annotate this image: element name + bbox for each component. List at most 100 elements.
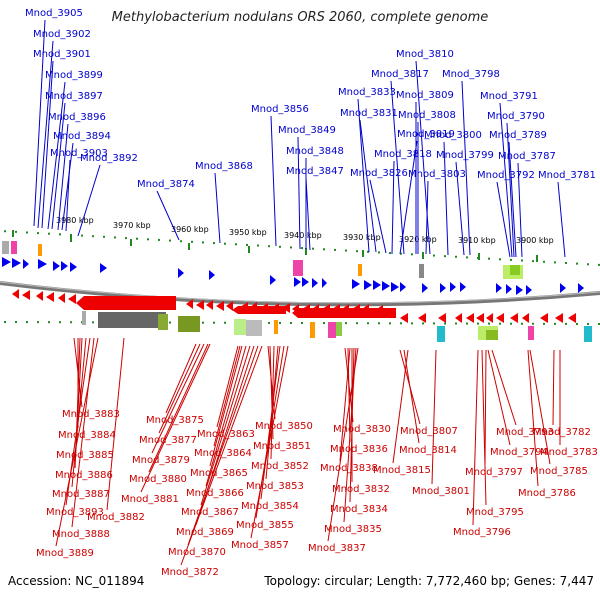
feature-box xyxy=(98,312,166,328)
tick-dot-lower xyxy=(224,321,226,324)
reverse-leader-line xyxy=(213,345,241,447)
forward-gene-arrow xyxy=(70,262,77,272)
tick-dot-upper xyxy=(180,240,182,243)
forward-leader-line xyxy=(297,136,301,250)
reverse-gene-label: Mnod_3889 xyxy=(36,548,94,559)
tick-dot-lower xyxy=(70,321,72,324)
tick-dot-upper xyxy=(279,245,281,248)
reverse-leader-line xyxy=(552,349,555,426)
reverse-gene-label: Mnod_3853 xyxy=(246,481,304,492)
reverse-gene-label: Mnod_3875 xyxy=(146,415,204,426)
tick-dot-lower xyxy=(279,321,281,324)
forward-gene-arrow xyxy=(270,275,276,285)
reverse-gene-label: Mnod_3872 xyxy=(161,567,219,578)
reverse-gene-arrow xyxy=(438,313,446,323)
forward-leader-line xyxy=(33,19,46,227)
forward-leader-line xyxy=(391,160,395,255)
reverse-gene-arrow xyxy=(22,290,30,300)
tick-dot-upper xyxy=(125,237,127,240)
tick-dot-lower xyxy=(92,321,94,324)
forward-leader-line xyxy=(517,162,523,258)
scale-label: 3910 kbp xyxy=(458,236,496,245)
tick-dot-lower xyxy=(4,321,6,324)
reverse-gene-label: Mnod_3801 xyxy=(412,486,470,497)
forward-leader-line xyxy=(65,159,71,232)
forward-gene-arrow xyxy=(61,261,68,271)
tick-dot-lower xyxy=(521,322,523,325)
feature-box xyxy=(82,311,86,325)
reverse-gene-label: Mnod_3877 xyxy=(139,435,197,446)
forward-gene-label: Mnod_3901 xyxy=(33,49,91,60)
reverse-leader-line xyxy=(327,347,359,542)
tick-dot-lower xyxy=(389,322,391,325)
forward-gene-label: Mnod_3856 xyxy=(251,104,309,115)
tick-dot-lower xyxy=(477,322,479,325)
major-tick xyxy=(188,243,190,250)
forward-gene-label: Mnod_3789 xyxy=(489,130,547,141)
tick-dot-upper xyxy=(158,238,160,241)
forward-gene-arrow xyxy=(294,277,301,287)
forward-leader-line xyxy=(369,179,387,254)
tick-dot-upper xyxy=(444,255,446,258)
reverse-gene-label: Mnod_3852 xyxy=(251,461,309,472)
reverse-leader-line xyxy=(349,347,355,503)
forward-leader-line xyxy=(508,141,517,258)
tick-dot-upper xyxy=(356,250,358,253)
scale-label: 3960 kbp xyxy=(171,225,209,234)
forward-leader-line xyxy=(51,102,66,230)
reverse-leader-line xyxy=(491,349,517,426)
feature-box xyxy=(486,330,498,340)
reverse-gene-arrow xyxy=(555,313,563,323)
tick-dot-lower xyxy=(356,322,358,325)
reverse-gene-label: Mnod_3888 xyxy=(52,529,110,540)
forward-gene-label: Mnod_3810 xyxy=(396,49,454,60)
forward-gene-arrow xyxy=(100,263,107,273)
tick-dot-upper xyxy=(92,235,94,238)
reverse-leader-line xyxy=(403,349,420,444)
tick-dot-upper xyxy=(4,230,6,233)
forward-gene-label: Mnod_3874 xyxy=(137,179,195,190)
tick-dot-upper xyxy=(411,253,413,256)
tick-dot-upper xyxy=(367,250,369,253)
forward-gene-label: Mnod_3849 xyxy=(278,125,336,136)
reverse-gene-label: Mnod_3869 xyxy=(176,527,234,538)
tick-dot-upper xyxy=(345,249,347,252)
reverse-gene-label: Mnod_3786 xyxy=(518,488,576,499)
feature-box xyxy=(11,241,17,254)
reverse-leader-line xyxy=(71,337,95,528)
reverse-leader-line xyxy=(527,349,539,487)
reverse-gene-arrow xyxy=(226,301,233,311)
tick-dot-lower xyxy=(543,322,545,325)
reverse-gene-arrow xyxy=(58,293,65,303)
forward-gene-arrow xyxy=(526,285,532,295)
reverse-leader-line xyxy=(158,343,201,434)
reverse-gene-arrow xyxy=(496,313,504,323)
tick-dot-lower xyxy=(268,321,270,324)
reverse-gene-label: Mnod_3797 xyxy=(465,467,523,478)
reverse-gene-label: Mnod_3880 xyxy=(129,474,187,485)
feature-box xyxy=(158,314,168,330)
forward-gene-arrow xyxy=(516,285,523,295)
tick-dot-upper xyxy=(301,247,303,250)
reverse-gene-large xyxy=(232,306,286,314)
reverse-leader-line xyxy=(269,345,274,440)
reverse-gene-label: Mnod_3863 xyxy=(197,429,255,440)
reverse-gene-arrow xyxy=(486,313,493,323)
reverse-gene-arrow xyxy=(68,294,76,304)
tick-dot-lower xyxy=(400,322,402,325)
tick-dot-lower xyxy=(598,322,600,325)
tick-dot-upper xyxy=(15,230,17,233)
reverse-gene-label: Mnod_3832 xyxy=(332,484,390,495)
reverse-leader-line xyxy=(431,349,437,485)
reverse-gene-label: Mnod_3884 xyxy=(58,430,116,441)
reverse-gene-arrow xyxy=(400,313,408,323)
forward-gene-label: Mnod_3848 xyxy=(286,146,344,157)
tick-dot-upper xyxy=(433,254,435,257)
reverse-gene-label: Mnod_3886 xyxy=(55,470,113,481)
forward-gene-arrow xyxy=(382,281,390,291)
forward-gene-label: Mnod_3798 xyxy=(442,69,500,80)
forward-gene-label: Mnod_3809 xyxy=(396,90,454,101)
reverse-gene-label: Mnod_3836 xyxy=(330,444,388,455)
tick-dot-lower xyxy=(532,322,534,325)
tick-dot-lower xyxy=(202,321,204,324)
